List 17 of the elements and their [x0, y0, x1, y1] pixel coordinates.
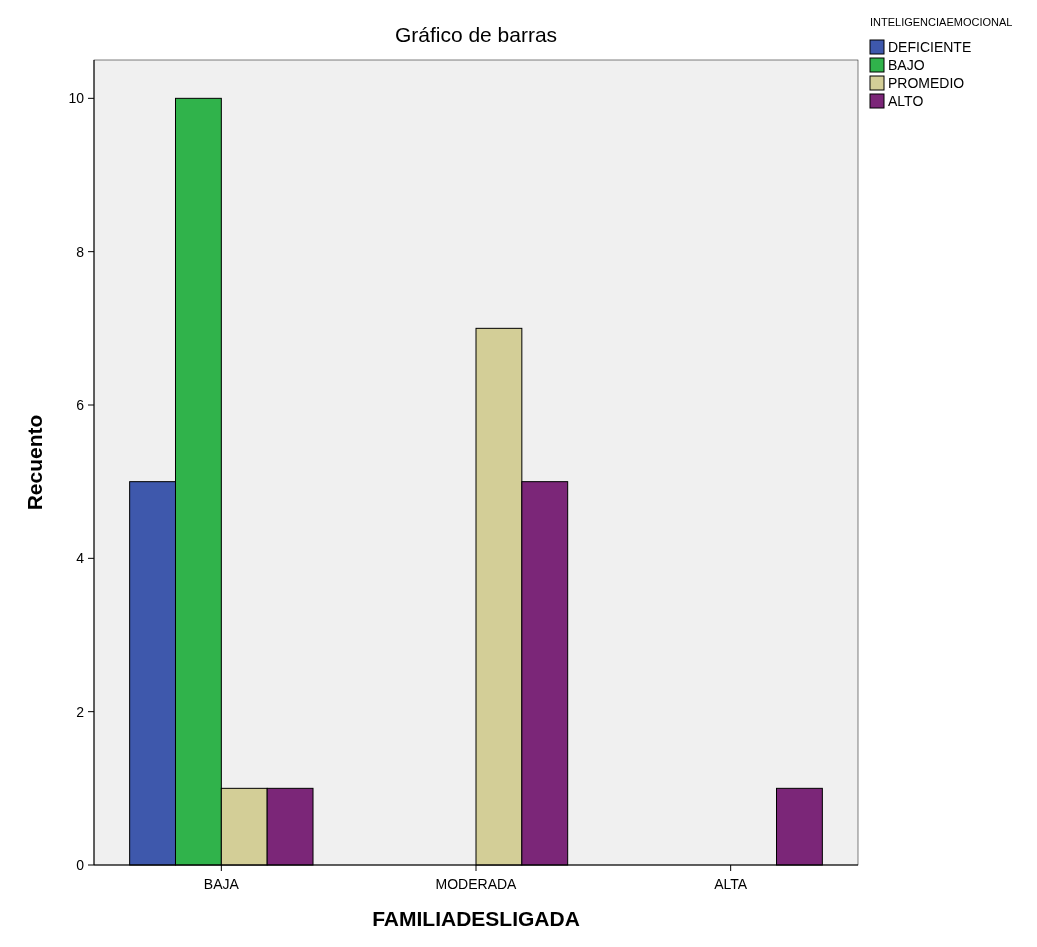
y-axis-title: Recuento — [23, 414, 46, 511]
legend-label: BAJO — [888, 56, 925, 73]
y-tick-label: 8 — [76, 243, 85, 260]
legend-label: DEFICIENTE — [888, 38, 972, 55]
x-axis-title: FAMILIADESLIGADA — [372, 907, 580, 930]
y-tick-label: 6 — [76, 396, 85, 413]
y-tick-label: 4 — [76, 550, 85, 567]
x-tick-label: MODERADA — [435, 876, 518, 892]
chart-title: Gráfico de barras — [394, 23, 558, 46]
y-tick-label: 10 — [68, 90, 85, 107]
y-tick-label: 0 — [76, 856, 85, 873]
x-tick-label: ALTA — [714, 876, 748, 892]
y-tick-label: 2 — [76, 703, 85, 720]
legend-label: PROMEDIO — [888, 74, 965, 91]
legend-title: INTELIGENCIAEMOCIONAL — [870, 16, 1013, 28]
legend-label: ALTO — [888, 92, 924, 109]
x-tick-label: BAJA — [203, 876, 240, 892]
